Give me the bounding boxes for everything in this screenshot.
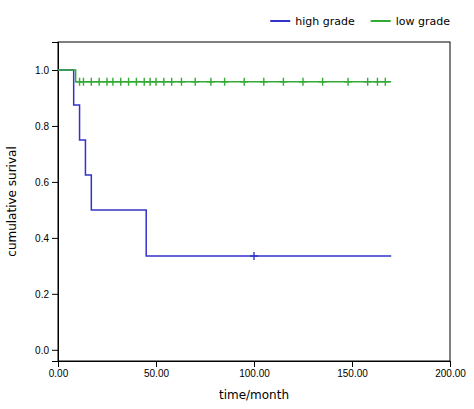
tick-label: 0.2	[35, 289, 49, 300]
tick-label: 200.00	[435, 368, 466, 379]
censored-mark	[160, 78, 168, 86]
x-axis: 0.00 50.00 100.00 150.00 200.00	[49, 361, 466, 379]
censored-mark	[381, 78, 389, 86]
censored-mark	[168, 78, 176, 86]
tick-mark	[52, 182, 58, 183]
censored-mark	[250, 252, 258, 260]
tick: 50.00	[144, 361, 169, 379]
tick-mark	[52, 70, 58, 71]
x-axis-title: time/month	[219, 388, 289, 402]
tick-label: 0.8	[35, 121, 49, 132]
censored-mark	[279, 78, 287, 86]
censored-mark	[191, 78, 199, 86]
plot: 0.0050.00100.00150.00200.000.00.20.40.60…	[35, 42, 466, 379]
tick: 0.2	[35, 289, 58, 300]
censored-mark	[87, 78, 95, 86]
censored-mark	[364, 78, 372, 86]
censored-mark	[221, 78, 229, 86]
tick-mark	[52, 350, 58, 351]
censored-mark	[207, 78, 215, 86]
y-axis: 0.0 0.2 0.4 0.6 0.8 1.0	[35, 43, 58, 362]
chart: 0.0050.00100.00150.00200.000.00.20.40.60…	[0, 0, 474, 409]
tick-label: 0.0	[35, 345, 49, 356]
tick-mark	[352, 361, 353, 367]
plot-frame	[58, 42, 450, 361]
tick: 0.8	[35, 121, 58, 132]
censored-mark	[95, 78, 103, 86]
tick-mark	[254, 361, 255, 367]
legend-swatch	[270, 20, 290, 22]
tick: 0.4	[35, 233, 58, 244]
chart-container: 0.0050.00100.00150.00200.000.00.20.40.60…	[0, 0, 474, 409]
censored-mark	[344, 78, 352, 86]
legend-swatch	[371, 20, 391, 22]
tick: 200.00	[435, 361, 466, 379]
censored-mark	[109, 78, 117, 86]
tick: 0.6	[35, 177, 58, 188]
tick-mark	[450, 361, 451, 367]
tick-mark	[52, 126, 58, 127]
censored-mark	[240, 78, 248, 86]
censored-mark	[117, 78, 125, 86]
axis-line	[59, 362, 451, 368]
tick: 150.00	[337, 361, 368, 379]
tick-label: 0.4	[35, 233, 49, 244]
censored-mark	[319, 78, 327, 86]
tick-mark	[156, 361, 157, 367]
y-axis-title: cumulative surival	[5, 146, 19, 256]
legend-label: high grade	[295, 15, 355, 28]
tick: 100.00	[239, 361, 270, 379]
legend-label: low grade	[396, 15, 451, 28]
tick-mark	[52, 294, 58, 295]
legend: high grade low grade	[270, 15, 450, 28]
censored-mark	[132, 78, 140, 86]
censored-mark	[373, 78, 381, 86]
tick: 0.0	[35, 345, 58, 356]
tick-label: 150.00	[337, 368, 368, 379]
tick-label: 100.00	[239, 368, 270, 379]
censored-mark	[79, 78, 87, 86]
tick-mark	[52, 238, 58, 239]
censored-mark	[260, 78, 268, 86]
tick-label: 0.00	[49, 368, 69, 379]
legend-item: high grade	[270, 15, 355, 28]
survival-line	[58, 70, 391, 256]
censored-mark	[299, 78, 307, 86]
censored-mark	[177, 78, 185, 86]
censored-mark	[152, 78, 160, 86]
axis-line	[52, 43, 59, 362]
tick: 1.0	[35, 65, 58, 76]
marks	[58, 70, 391, 260]
tick-label: 50.00	[144, 368, 169, 379]
tick-label: 0.6	[35, 177, 49, 188]
tick: 0.00	[49, 361, 69, 379]
tick-label: 1.0	[35, 65, 49, 76]
censored-mark	[125, 78, 133, 86]
legend-item: low grade	[371, 15, 451, 28]
